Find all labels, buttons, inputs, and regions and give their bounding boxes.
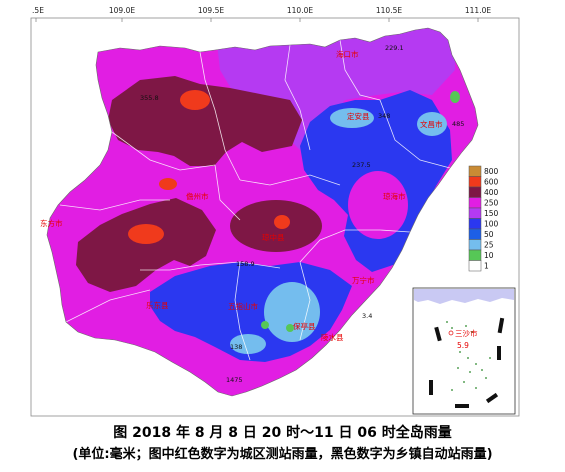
- rain-zone-400-west: [76, 198, 216, 292]
- legend-swatch-100: [468, 218, 482, 230]
- station-value: 3.4: [362, 312, 372, 320]
- legend-swatch-10: [468, 249, 482, 261]
- legend-label-10: 10: [484, 251, 494, 260]
- legend-label-150: 150: [484, 209, 499, 218]
- lon-tick-label: 109.5E: [198, 6, 224, 15]
- city-label: 保亭县: [293, 321, 316, 331]
- legend-swatch-1: [468, 260, 482, 272]
- station-value: 1475: [226, 376, 243, 384]
- south-china-sea-inset: 三沙市 5.9: [412, 287, 516, 415]
- county-boundaries: [59, 39, 451, 361]
- rain-zone-10-c: [286, 324, 294, 332]
- station-value: 229.1: [385, 44, 404, 52]
- rain-zone-25-b: [417, 112, 447, 136]
- rain-zone-10-b: [261, 321, 269, 329]
- station-value: 237.5: [352, 161, 371, 169]
- city-label: 海口市: [336, 49, 359, 59]
- legend-label-250: 250: [484, 199, 499, 208]
- city-label: 陵水县: [321, 332, 344, 342]
- lon-tick-marks: [35, 18, 479, 22]
- legend-label-50: 50: [484, 230, 494, 239]
- rain-zone-600-b: [128, 224, 164, 244]
- legend-swatch-400: [468, 186, 482, 198]
- lon-tick-label: 110.5E: [376, 6, 402, 15]
- rain-zone-25-d: [230, 334, 266, 354]
- inset-mainland: [414, 289, 514, 304]
- rain-zone-10-a: [450, 91, 460, 103]
- city-label: 万宁市: [352, 275, 375, 285]
- inset-city-marker: [448, 330, 454, 336]
- rain-zone-600-a: [180, 90, 210, 110]
- rain-zone-250-east-patch: [348, 171, 408, 239]
- legend-swatch-800: [468, 165, 482, 177]
- legend-label-400: 400: [484, 188, 499, 197]
- legend-swatch-250: [468, 197, 482, 209]
- figure-caption-note: (单位:毫米；图中红色数字为城区测站雨量，黑色数字为乡镇自动站雨量): [72, 447, 493, 462]
- city-label: 琼海市: [383, 191, 406, 201]
- legend-swatch-50: [468, 228, 482, 240]
- rain-zone-600-d: [159, 178, 177, 190]
- legend-label-800: 800: [484, 167, 499, 176]
- lon-tick-label: 109.0E: [109, 6, 135, 15]
- inset-city-value: 5.9: [457, 341, 469, 350]
- legend-label-25: 25: [484, 241, 494, 250]
- rain-zone-25-c: [264, 282, 320, 342]
- city-label: 儋州市: [186, 191, 209, 201]
- figure-caption-title: 图 2018 年 8 月 8 日 20 时～11 日 06 时全岛雨量: [113, 425, 452, 441]
- legend-label-600: 600: [484, 178, 499, 187]
- lon-tick-label: 111.0E: [465, 6, 491, 15]
- city-label: 文昌市: [420, 119, 443, 129]
- city-label: 五指山市: [228, 301, 258, 311]
- inset-city-label: 三沙市: [455, 328, 478, 338]
- station-value: 355.8: [140, 94, 159, 102]
- station-value: 158.9: [236, 260, 255, 268]
- legend-label-100: 100: [484, 220, 499, 229]
- legend-swatch-150: [468, 207, 482, 219]
- rain-zone-600-c: [274, 215, 290, 229]
- legend-swatch-600: [468, 176, 482, 188]
- city-label: 东方市: [40, 218, 63, 228]
- station-value: 138: [230, 343, 242, 351]
- inset-dashed-boundary: [429, 317, 505, 408]
- city-label: 定安县: [347, 111, 370, 121]
- rain-zone-25-a: [330, 108, 374, 128]
- rain-zone-400-northwest: [108, 76, 302, 166]
- station-value: 348: [378, 112, 390, 120]
- city-label: 乐东县: [146, 300, 169, 310]
- city-label: 琼中县: [262, 232, 285, 242]
- inset-islands: [446, 321, 491, 391]
- lon-tick-label: 110.0E: [287, 6, 313, 15]
- station-value: 485: [452, 120, 464, 128]
- legend-label-1: 1: [484, 262, 489, 271]
- lon-tick-label: .5E: [32, 6, 44, 15]
- legend-swatch-25: [468, 239, 482, 251]
